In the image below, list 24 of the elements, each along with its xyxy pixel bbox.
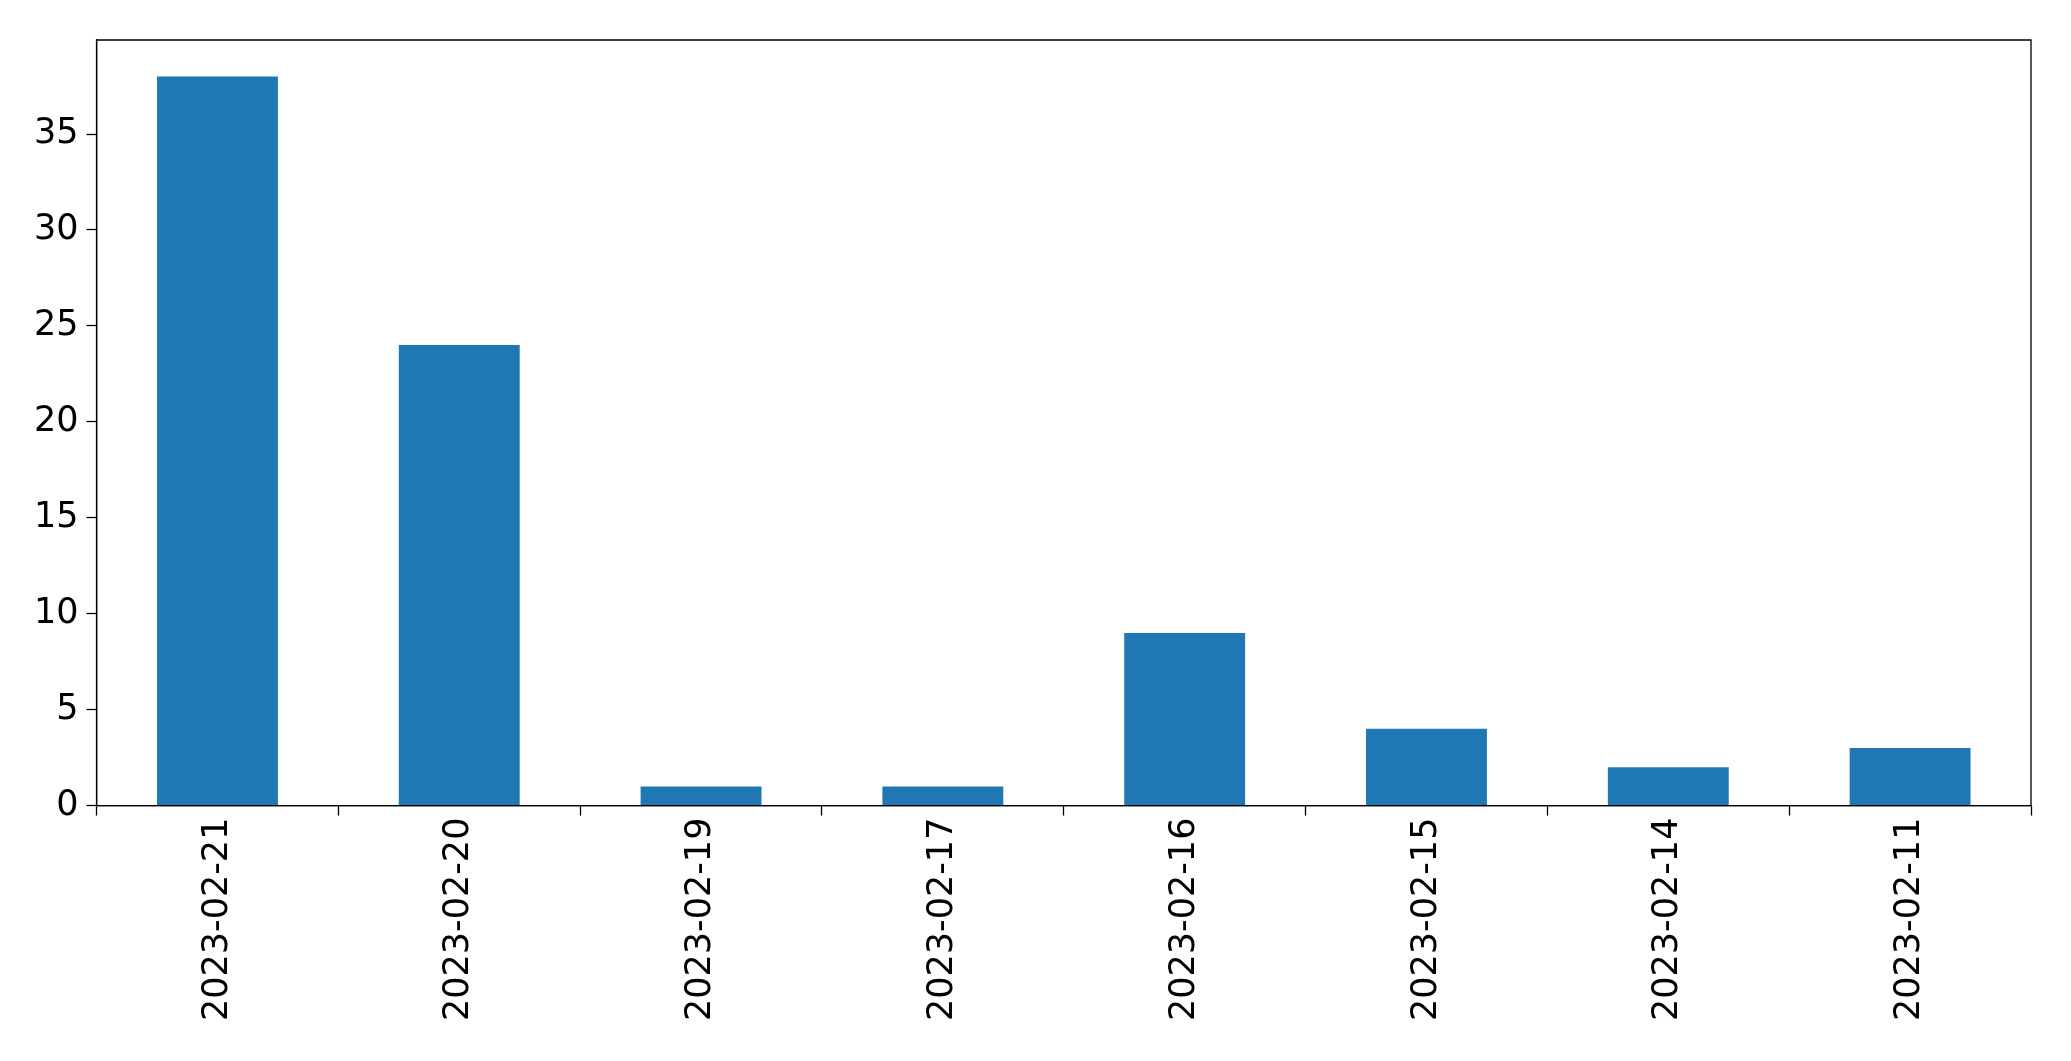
x-tick-label: 2023-02-15 bbox=[1403, 817, 1444, 1021]
y-tick-label: 25 bbox=[33, 302, 79, 343]
x-tick-label: 2023-02-11 bbox=[1887, 817, 1928, 1021]
bar bbox=[1607, 767, 1729, 806]
bar bbox=[1124, 632, 1246, 806]
x-tick-label: 2023-02-14 bbox=[1645, 817, 1686, 1021]
x-tick-label: 2023-02-17 bbox=[919, 817, 960, 1021]
y-tick-label: 15 bbox=[33, 494, 79, 535]
x-tick-label: 2023-02-21 bbox=[194, 817, 235, 1021]
x-tick-label: 2023-02-19 bbox=[678, 817, 719, 1021]
bar bbox=[398, 345, 520, 806]
y-tick-label: 0 bbox=[56, 782, 79, 823]
x-tick-label: 2023-02-16 bbox=[1161, 817, 1202, 1021]
y-tick-label: 10 bbox=[33, 590, 79, 631]
y-tick-label: 30 bbox=[33, 207, 79, 248]
y-tick-label: 5 bbox=[56, 686, 79, 727]
x-tick-label: 2023-02-20 bbox=[436, 817, 477, 1021]
bar bbox=[1849, 748, 1971, 806]
y-tick-label: 35 bbox=[33, 111, 79, 152]
bar bbox=[882, 786, 1004, 806]
bar bbox=[640, 786, 762, 806]
bar bbox=[1366, 728, 1487, 806]
y-tick-label: 20 bbox=[33, 398, 79, 439]
bar bbox=[156, 76, 278, 806]
